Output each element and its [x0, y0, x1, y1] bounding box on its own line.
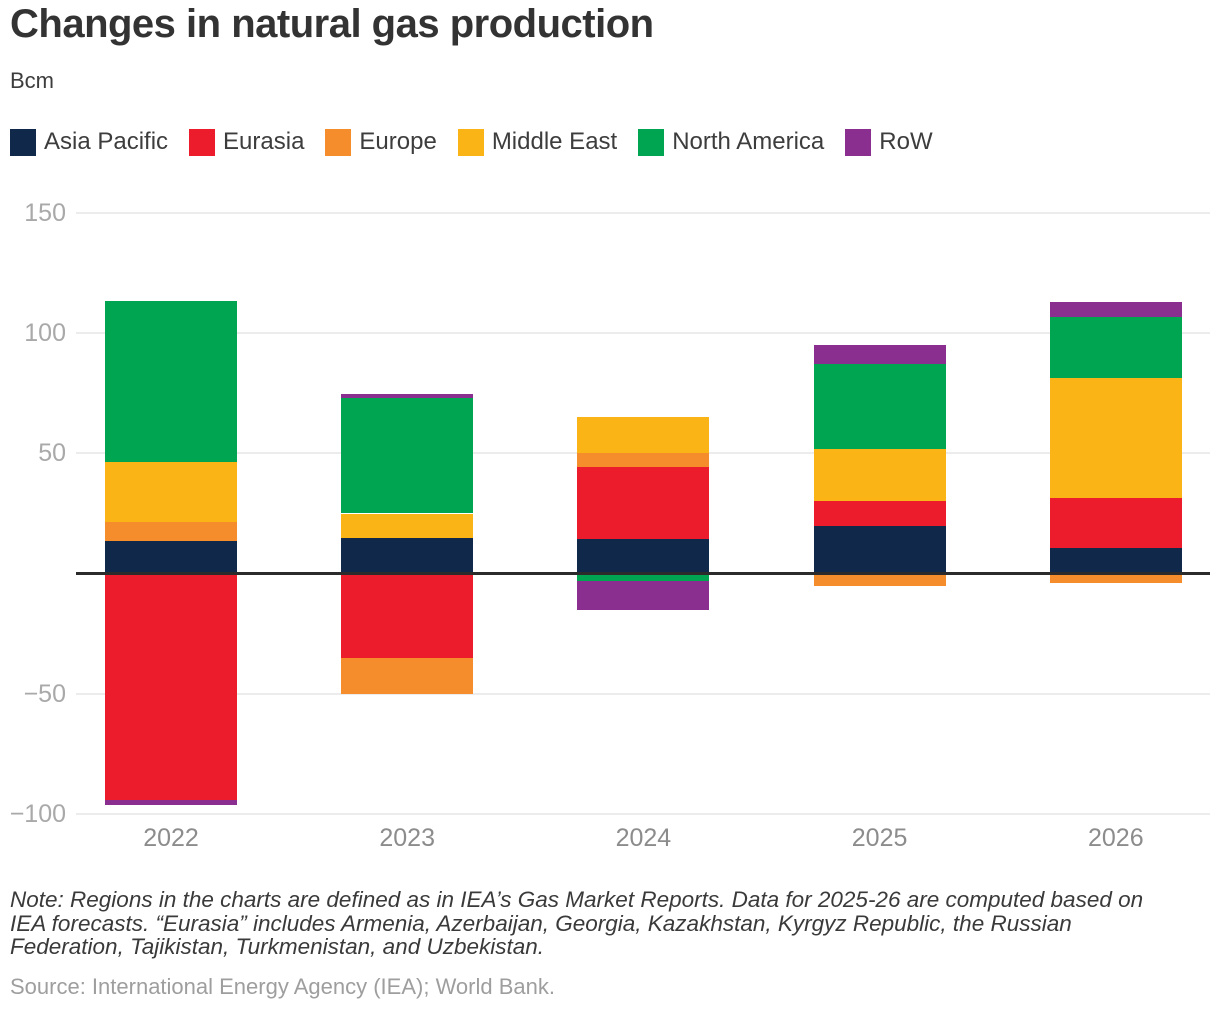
legend-item-europe: Europe: [325, 128, 437, 156]
bar-2025-asia-pacific: [813, 525, 946, 574]
x-axis-label-2024: 2024: [615, 824, 672, 852]
bar-2024-eurasia: [577, 466, 710, 539]
note-text: Note: Regions in the charts are defined …: [10, 887, 1144, 959]
legend-label: Europe: [359, 128, 437, 155]
bar-2025-eurasia: [813, 501, 946, 526]
bar-2023-middle-east: [341, 513, 474, 538]
legend-item-asia-pacific: Asia Pacific: [10, 128, 168, 156]
x-axis-label-2026: 2026: [1087, 824, 1144, 852]
legend-swatch-north-america: [638, 128, 665, 156]
x-axis-label-2022: 2022: [143, 824, 199, 852]
bar-2026-asia-pacific: [1049, 548, 1182, 574]
bar-2022-north-america: [105, 300, 237, 462]
legend-label: Asia Pacific: [44, 128, 169, 155]
bar-2023-asia-pacific: [341, 537, 474, 574]
bar-2024-middle-east: [577, 417, 710, 454]
bar-2026-row: [1049, 301, 1182, 318]
legend-item-row: RoW: [845, 128, 933, 156]
bar-2024-row: [577, 580, 710, 610]
zero-baseline: [76, 572, 1210, 576]
legend-swatch-europe: [325, 128, 352, 156]
gridline--100: [76, 813, 1210, 816]
y-axis-tick--50: −50: [23, 679, 66, 708]
bar-2023-europe: [341, 657, 474, 694]
bar-2022-europe: [105, 521, 237, 542]
y-axis-tick--100: −100: [9, 800, 66, 829]
gridline-150: [76, 211, 1210, 214]
chart-title: Changes in natural gas production: [10, 2, 654, 46]
bar-2024-europe: [577, 453, 710, 467]
bar-2025-row: [813, 345, 946, 365]
legend-swatch-eurasia: [189, 128, 216, 156]
gridline--50: [76, 692, 1210, 695]
y-axis-tick-50: 50: [38, 439, 66, 468]
y-axis-tick-100: 100: [24, 319, 66, 348]
legend-label: Middle East: [491, 128, 618, 155]
bar-2025-north-america: [813, 364, 946, 449]
bar-2022-asia-pacific: [105, 541, 237, 574]
bar-2024-asia-pacific: [577, 538, 710, 574]
bar-2025-europe: [813, 573, 946, 586]
legend-label: North America: [672, 128, 825, 155]
legend-swatch-row: [845, 128, 872, 156]
bar-2023-north-america: [341, 397, 474, 514]
legend-label: RoW: [879, 128, 933, 155]
legend: Asia Pacific Eurasia Europe Middle East Nort…: [10, 128, 954, 156]
legend-label: Eurasia: [223, 128, 305, 155]
y-axis-tick-150: 150: [24, 198, 66, 227]
bar-2023-eurasia: [341, 573, 474, 658]
legend-item-middle-east: Middle East: [457, 128, 618, 156]
bar-2023-row: [341, 394, 474, 398]
unit-label: Bcm: [10, 68, 54, 93]
bar-2026-europe: [1049, 573, 1182, 584]
legend-swatch-middle-east: [457, 128, 484, 156]
bar-2022-middle-east: [105, 461, 237, 522]
bar-2026-eurasia: [1049, 497, 1182, 549]
bar-2022-row: [105, 799, 237, 805]
x-axis-label-2025: 2025: [851, 824, 908, 852]
bar-2026-north-america: [1049, 317, 1182, 378]
legend-item-north-america: North America: [638, 128, 824, 156]
bar-2022-eurasia: [105, 573, 237, 800]
source-text: Source: International Energy Agency (IEA…: [10, 974, 555, 999]
legend-item-eurasia: Eurasia: [189, 128, 304, 156]
bar-2025-middle-east: [813, 448, 946, 502]
legend-swatch-asia-pacific: [10, 128, 36, 156]
x-axis-label-2023: 2023: [379, 824, 435, 852]
gridline-100: [76, 332, 1210, 335]
bar-2024-north-america: [577, 573, 710, 581]
bar-2026-middle-east: [1049, 377, 1182, 498]
